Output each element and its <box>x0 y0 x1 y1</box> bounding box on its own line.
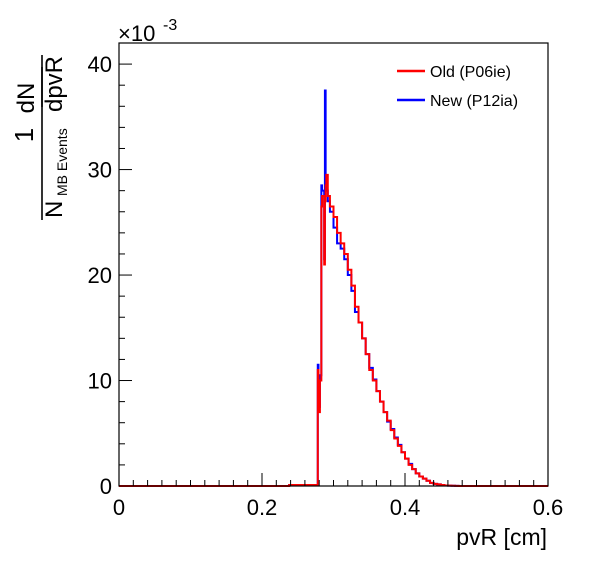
y-tick-label: 10 <box>88 369 112 394</box>
y-title-denominator-sub: MB Events <box>54 128 70 196</box>
x-tick-label: 0.2 <box>247 495 278 520</box>
y-axis-title: 1 N MB Events dN dpvR <box>9 55 70 220</box>
x-tick-label: 0.6 <box>533 495 564 520</box>
y-title-frac-top: dN <box>13 83 40 114</box>
y-title-numerator: 1 <box>9 128 39 142</box>
x-tick-label: 0 <box>113 495 125 520</box>
x-axis-title: pvR [cm] <box>456 524 547 550</box>
series-line-new <box>119 89 548 487</box>
y-title-frac-bottom: dpvR <box>41 56 68 112</box>
x-tick-label: 0.4 <box>390 495 421 520</box>
labels-layer: 0 0.2 0.4 0.6 0 10 20 30 40 <box>88 52 564 520</box>
y-tick-label: 40 <box>88 52 112 77</box>
y-tick-label: 0 <box>100 474 112 499</box>
y-multiplier-base: ×10 <box>118 21 155 46</box>
series-line-old <box>119 173 548 487</box>
ticks-layer <box>118 42 549 487</box>
legend-label-old: Old (P06ie) <box>430 64 511 81</box>
y-tick-label: 20 <box>88 263 112 288</box>
y-tick-label: 30 <box>88 158 112 183</box>
series-layer <box>119 89 548 487</box>
legend-label-new: New (P12ia) <box>430 93 518 110</box>
y-title-denominator: N <box>41 201 68 218</box>
y-multiplier-exponent: -3 <box>163 17 177 34</box>
legend: Old (P06ie) New (P12ia) <box>397 64 518 110</box>
